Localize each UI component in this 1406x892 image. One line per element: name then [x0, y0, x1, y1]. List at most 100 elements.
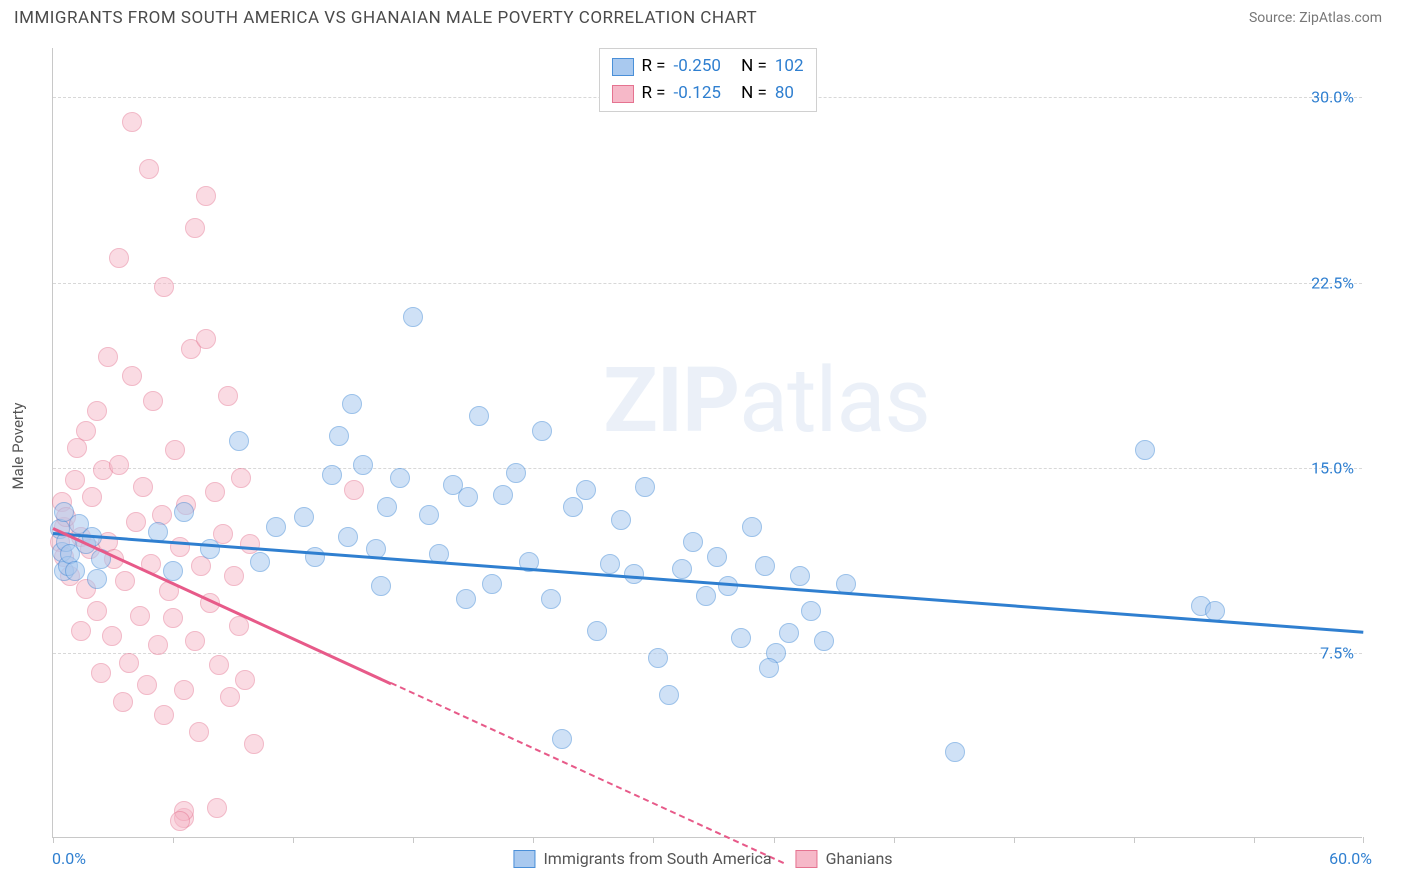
data-point [220, 687, 240, 707]
data-point [329, 426, 349, 446]
data-point [200, 539, 220, 559]
data-point [65, 561, 85, 581]
data-point [109, 455, 129, 475]
data-point [218, 386, 238, 406]
x-tick-mark [293, 837, 294, 843]
source-label: Source: ZipAtlas.com [1249, 10, 1382, 26]
data-point [790, 566, 810, 586]
data-point [130, 606, 150, 626]
data-point [189, 722, 209, 742]
y-axis-label: Male Poverty [9, 403, 27, 490]
data-point [344, 480, 364, 500]
data-point [779, 623, 799, 643]
chart-plot-area: ZIPatlas R = -0.250 N = 102 R = -0.125 N… [52, 48, 1362, 838]
x-tick-first: 0.0% [52, 849, 86, 868]
swatch-pink [796, 850, 818, 868]
data-point [231, 468, 251, 488]
legend: Immigrants from South America Ghanians [513, 849, 892, 868]
data-point [250, 552, 270, 572]
swatch-blue [513, 850, 535, 868]
data-point [683, 532, 703, 552]
data-point [148, 635, 168, 655]
y-tick-label: 22.5% [1311, 273, 1354, 292]
data-point [635, 477, 655, 497]
data-point [294, 507, 314, 527]
data-point [87, 601, 107, 621]
data-point [611, 510, 631, 530]
data-point [353, 455, 373, 475]
data-point [209, 655, 229, 675]
data-point [322, 465, 342, 485]
gridline [53, 283, 1362, 284]
legend-item-pink: Ghanians [796, 849, 893, 868]
x-tick-mark [1014, 837, 1015, 843]
data-point [305, 547, 325, 567]
data-point [759, 658, 779, 678]
data-point [696, 586, 716, 606]
x-tick-mark [413, 837, 414, 843]
x-tick-mark [1134, 837, 1135, 843]
data-point [600, 554, 620, 574]
data-point [98, 347, 118, 367]
data-point [102, 626, 122, 646]
data-point [403, 307, 423, 327]
data-point [624, 564, 644, 584]
gridline [53, 653, 1362, 654]
data-point [196, 329, 216, 349]
data-point [469, 406, 489, 426]
stats-row-blue: R = -0.250 N = 102 [611, 53, 803, 80]
data-point [648, 648, 668, 668]
data-point [126, 512, 146, 532]
r-value-blue: -0.250 [674, 53, 721, 80]
legend-item-blue: Immigrants from South America [513, 849, 771, 868]
data-point [87, 569, 107, 589]
data-point [672, 559, 692, 579]
data-point [115, 571, 135, 591]
data-point [731, 628, 751, 648]
data-point [133, 477, 153, 497]
data-point [170, 537, 190, 557]
data-point [113, 692, 133, 712]
data-point [109, 248, 129, 268]
data-point [371, 576, 391, 596]
y-tick-label: 30.0% [1311, 88, 1354, 107]
data-point [742, 517, 762, 537]
data-point [1135, 440, 1155, 460]
data-point [552, 729, 572, 749]
data-point [707, 547, 727, 567]
x-tick-mark [653, 837, 654, 843]
swatch-pink [611, 85, 633, 103]
data-point [174, 502, 194, 522]
data-point [338, 527, 358, 547]
data-point [122, 112, 142, 132]
data-point [137, 675, 157, 695]
gridline [53, 468, 1362, 469]
data-point [506, 463, 526, 483]
data-point [419, 505, 439, 525]
data-point [139, 159, 159, 179]
y-tick-label: 15.0% [1311, 458, 1354, 477]
data-point [541, 589, 561, 609]
data-point [196, 186, 216, 206]
n-value-blue: 102 [775, 53, 804, 80]
data-point [185, 218, 205, 238]
data-point [207, 798, 227, 818]
data-point [191, 556, 211, 576]
data-point [229, 431, 249, 451]
data-point [122, 366, 142, 386]
data-point [76, 421, 96, 441]
data-point [67, 438, 87, 458]
data-point [945, 742, 965, 762]
data-point [65, 470, 85, 490]
r-value-pink: -0.125 [674, 80, 721, 107]
data-point [170, 811, 190, 831]
data-point [87, 401, 107, 421]
x-tick-mark [1363, 837, 1364, 843]
data-point [143, 391, 163, 411]
data-point [377, 497, 397, 517]
n-value-pink: 80 [775, 80, 794, 107]
x-tick-mark [533, 837, 534, 843]
data-point [390, 468, 410, 488]
data-point [91, 663, 111, 683]
x-tick-mark [1254, 837, 1255, 843]
